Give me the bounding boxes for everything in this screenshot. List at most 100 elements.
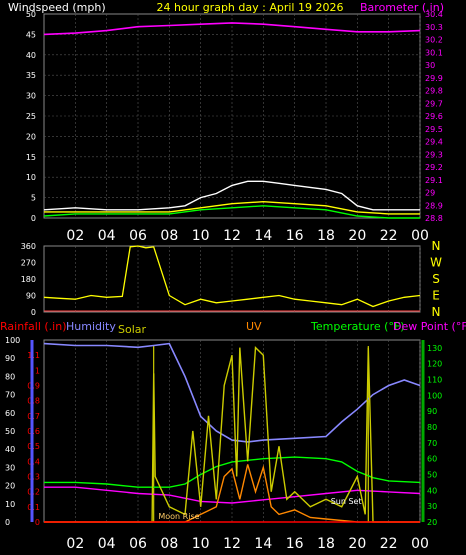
y-tick-label-right: 30 — [425, 61, 435, 70]
y-tick-label-left: 15 — [26, 153, 36, 162]
x-tick-label: 12 — [223, 536, 241, 552]
rain-tick-label: 0.2 — [27, 488, 40, 497]
y-tick-label-right: 29.4 — [425, 138, 443, 147]
y-tick-label-right: 29.8 — [425, 87, 443, 96]
x-tick-label: 00 — [411, 536, 429, 552]
temp-tick-label: 80 — [427, 423, 437, 432]
legend-entry: Rainfall (.in) — [0, 320, 67, 333]
compass-label: N — [432, 305, 441, 319]
humidity-tick-label: 100 — [5, 336, 20, 345]
x-tick-label: 22 — [380, 228, 398, 244]
x-tick-label: 16 — [286, 536, 304, 552]
y-tick-label-right: 30.3 — [425, 23, 443, 32]
series-line — [44, 456, 421, 488]
y-tick-label-left: 50 — [26, 10, 36, 19]
temp-tick-label: 100 — [427, 391, 442, 400]
y-tick-label-left: 10 — [26, 173, 36, 182]
compass-label: W — [430, 256, 442, 270]
rain-tick-label: 0.4 — [27, 457, 40, 466]
x-tick-label: 18 — [317, 536, 335, 552]
series-line — [44, 486, 421, 504]
compass-label: E — [432, 289, 440, 303]
x-tick-label: 08 — [160, 536, 178, 552]
y-tick-label-right: 29.7 — [425, 99, 443, 108]
y-tick-label-right: 29.3 — [425, 150, 443, 159]
sun-set-annotation: Sun Set — [331, 497, 362, 506]
rain-tick-label: 0.9 — [27, 382, 40, 391]
y-tick-label-right: 29.1 — [425, 176, 443, 185]
x-tick-label: 02 — [66, 536, 84, 552]
x-tick-label: 10 — [192, 536, 210, 552]
rain-tick-label: 0.5 — [27, 442, 40, 451]
compass-label: N — [432, 239, 441, 253]
y-tick-label-left: 25 — [26, 112, 36, 121]
moon-rise-annotation: Moon Rise — [158, 512, 199, 521]
humidity-tick-label: 90 — [5, 354, 15, 363]
temp-tick-label: 90 — [427, 407, 437, 416]
temp-tick-label: 20 — [427, 518, 437, 527]
temp-tick-label: 60 — [427, 455, 437, 464]
x-tick-label: 20 — [348, 536, 366, 552]
y-tick-label-left: 20 — [26, 132, 36, 141]
x-tick-label: 12 — [223, 228, 241, 244]
legend-entry: Temperature (°F) — [310, 320, 405, 333]
series-line — [43, 205, 420, 219]
y-tick-label-right: 29.2 — [425, 163, 443, 172]
x-tick-label: 20 — [348, 228, 366, 244]
humidity-tick-label: 50 — [5, 427, 15, 436]
x-tick-label: 02 — [66, 228, 84, 244]
y-tick-label-left: 35 — [26, 71, 36, 80]
y-tick-label-right: 28.8 — [425, 214, 443, 223]
y-tick-label: 180 — [21, 275, 36, 284]
rain-tick-label: 0 — [35, 518, 40, 527]
temp-tick-label: 70 — [427, 439, 437, 448]
temp-tick-label: 130 — [427, 344, 442, 353]
x-tick-label: 06 — [129, 536, 147, 552]
legend-entry: UV — [246, 320, 262, 333]
y-tick-label: 270 — [21, 259, 36, 268]
rain-tick-label: 0.7 — [27, 412, 40, 421]
series-line — [43, 180, 420, 211]
y-tick-label-right: 29.5 — [425, 125, 443, 134]
x-tick-label: 04 — [98, 228, 116, 244]
y-tick-label-right: 29 — [425, 189, 435, 198]
y-tick-label: 0 — [31, 308, 36, 317]
series-line — [44, 346, 420, 523]
series-line — [43, 22, 421, 36]
temp-tick-label: 120 — [427, 360, 442, 369]
barometer-axis-label: Barometer (.in) — [360, 1, 444, 14]
y-tick-label-left: 40 — [26, 51, 36, 60]
x-tick-label: 00 — [411, 228, 429, 244]
x-tick-label: 14 — [254, 536, 272, 552]
rain-tick-label: 0.1 — [27, 503, 40, 512]
temp-tick-label: 110 — [427, 376, 442, 385]
humidity-tick-label: 80 — [5, 372, 15, 381]
rain-tick-label: 0.8 — [27, 397, 40, 406]
wind-direction-line — [43, 245, 421, 308]
y-tick-label-right: 30.2 — [425, 36, 443, 45]
y-tick-label-right: 30.1 — [425, 48, 443, 57]
x-tick-label: 14 — [254, 228, 272, 244]
temp-tick-label: 40 — [427, 486, 437, 495]
temp-tick-label: 30 — [427, 502, 437, 511]
humidity-tick-label: 70 — [5, 391, 15, 400]
y-tick-label-right: 29.9 — [425, 74, 443, 83]
humidity-tick-label: 0 — [5, 518, 10, 527]
humidity-tick-label: 10 — [5, 500, 15, 509]
x-tick-label: 18 — [317, 228, 335, 244]
y-tick-label-right: 28.9 — [425, 201, 443, 210]
x-tick-label: 22 — [380, 536, 398, 552]
humidity-tick-label: 30 — [5, 463, 15, 472]
rain-tick-label: 1.1 — [27, 351, 40, 360]
y-tick-label-right: 29.6 — [425, 112, 443, 121]
y-tick-label-left: 45 — [26, 30, 36, 39]
x-tick-label: 08 — [160, 228, 178, 244]
humidity-tick-label: 40 — [5, 445, 15, 454]
y-tick-label: 360 — [21, 242, 36, 251]
legend-entry: Humidity — [66, 320, 116, 333]
series-line — [44, 200, 420, 215]
chart-title: 24 hour graph day : April 19 2026 — [157, 1, 344, 14]
legend-entry: Dew Point (°F) — [393, 320, 466, 333]
series-line — [44, 464, 420, 523]
